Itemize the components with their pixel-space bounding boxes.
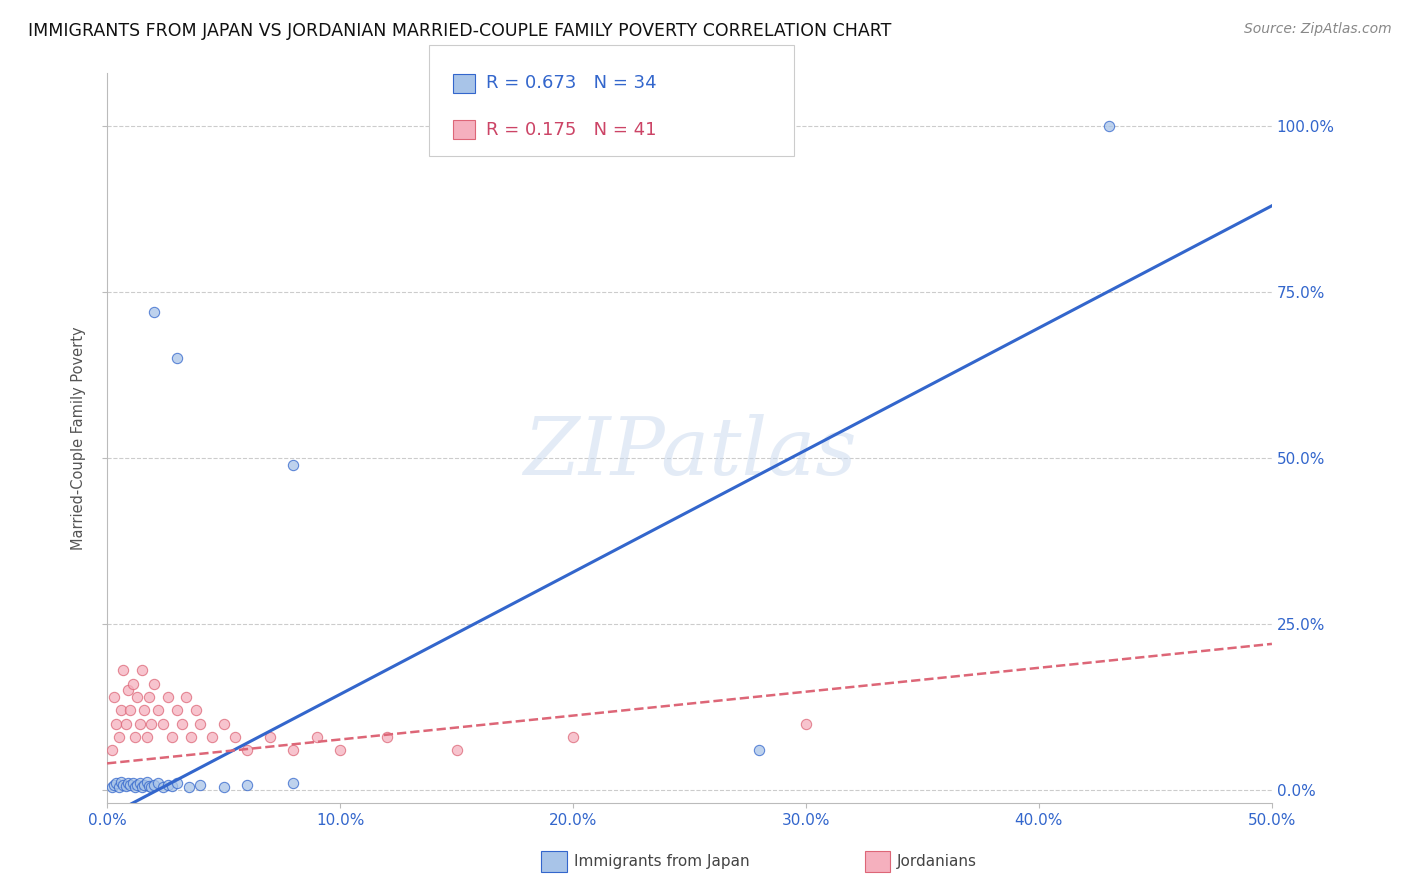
Point bbox=[180, 730, 202, 744]
Text: Immigrants from Japan: Immigrants from Japan bbox=[574, 855, 749, 869]
Point bbox=[184, 703, 207, 717]
Point bbox=[562, 730, 585, 744]
Point bbox=[138, 690, 160, 704]
Text: IMMIGRANTS FROM JAPAN VS JORDANIAN MARRIED-COUPLE FAMILY POVERTY CORRELATION CHA: IMMIGRANTS FROM JAPAN VS JORDANIAN MARRI… bbox=[28, 22, 891, 40]
Text: ZIPatlas: ZIPatlas bbox=[523, 414, 856, 491]
Point bbox=[152, 780, 174, 794]
Point bbox=[105, 716, 128, 731]
Point bbox=[112, 778, 135, 792]
Point bbox=[166, 703, 188, 717]
Point bbox=[114, 779, 136, 793]
Point bbox=[112, 664, 135, 678]
Point bbox=[170, 716, 193, 731]
Point bbox=[283, 743, 305, 757]
Text: Source: ZipAtlas.com: Source: ZipAtlas.com bbox=[1244, 22, 1392, 37]
Point bbox=[142, 305, 165, 319]
Point bbox=[188, 716, 211, 731]
Y-axis label: Married-Couple Family Poverty: Married-Couple Family Poverty bbox=[72, 326, 86, 549]
Point bbox=[162, 730, 184, 744]
Point bbox=[138, 779, 160, 793]
Point bbox=[156, 778, 179, 792]
Point bbox=[329, 743, 352, 757]
Point bbox=[236, 778, 259, 792]
Point bbox=[224, 730, 246, 744]
Point bbox=[174, 690, 197, 704]
Point bbox=[162, 779, 184, 793]
Point bbox=[117, 776, 139, 790]
Point bbox=[100, 780, 122, 794]
Point bbox=[120, 703, 142, 717]
Point bbox=[1098, 119, 1121, 133]
Point bbox=[105, 776, 128, 790]
Point bbox=[120, 778, 142, 792]
Point bbox=[135, 775, 157, 789]
Text: R = 0.175   N = 41: R = 0.175 N = 41 bbox=[486, 120, 657, 138]
Point bbox=[201, 730, 224, 744]
Point bbox=[121, 776, 143, 790]
Point bbox=[110, 775, 132, 789]
Point bbox=[124, 730, 146, 744]
Point bbox=[103, 690, 125, 704]
Point bbox=[127, 778, 149, 792]
Point bbox=[131, 780, 153, 794]
Point bbox=[117, 683, 139, 698]
Point bbox=[152, 716, 174, 731]
Point bbox=[107, 730, 129, 744]
Point bbox=[141, 780, 163, 794]
Point bbox=[128, 776, 150, 790]
Point bbox=[212, 716, 235, 731]
Point bbox=[283, 458, 305, 472]
Point bbox=[148, 703, 170, 717]
Point bbox=[127, 690, 149, 704]
Point bbox=[166, 776, 188, 790]
Point bbox=[131, 664, 153, 678]
Point bbox=[375, 730, 398, 744]
Point bbox=[283, 776, 305, 790]
Point bbox=[134, 703, 156, 717]
Point bbox=[110, 703, 132, 717]
Text: Jordanians: Jordanians bbox=[897, 855, 977, 869]
Point bbox=[114, 716, 136, 731]
Point bbox=[305, 730, 328, 744]
Point bbox=[128, 716, 150, 731]
Point bbox=[142, 677, 165, 691]
Point bbox=[748, 743, 770, 757]
Point bbox=[148, 776, 170, 790]
Point bbox=[166, 351, 188, 366]
Point bbox=[177, 780, 200, 794]
Point bbox=[124, 780, 146, 794]
Point bbox=[100, 743, 122, 757]
Point bbox=[107, 780, 129, 794]
Point bbox=[794, 716, 817, 731]
Point bbox=[446, 743, 468, 757]
Text: R = 0.673   N = 34: R = 0.673 N = 34 bbox=[486, 74, 657, 93]
Point bbox=[212, 780, 235, 794]
Point bbox=[259, 730, 281, 744]
Point bbox=[103, 778, 125, 792]
Point bbox=[134, 778, 156, 792]
Point bbox=[156, 690, 179, 704]
Point bbox=[188, 778, 211, 792]
Point bbox=[236, 743, 259, 757]
Point bbox=[121, 677, 143, 691]
Point bbox=[142, 778, 165, 792]
Point bbox=[141, 716, 163, 731]
Point bbox=[135, 730, 157, 744]
